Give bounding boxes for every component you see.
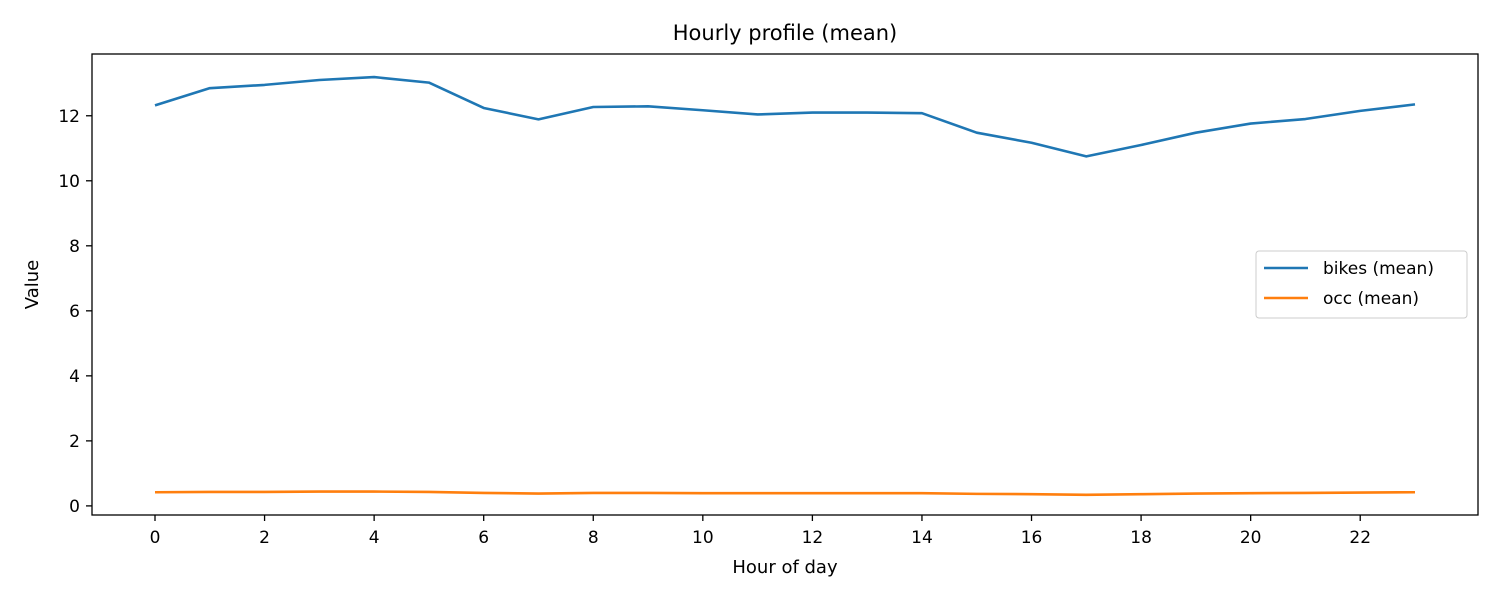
- x-tick-label-18: 18: [1130, 528, 1152, 548]
- plot-frame: [91, 53, 1479, 516]
- y-tick-label-6: 6: [69, 302, 80, 322]
- y-tick-label-10: 10: [58, 172, 80, 192]
- x-tick-label-12: 12: [802, 528, 824, 548]
- y-tick-label-4: 4: [69, 367, 80, 387]
- legend-label-bikes: bikes (mean): [1323, 259, 1434, 279]
- series-layer: [154, 75, 1416, 497]
- chart-title: Hourly profile (mean): [673, 21, 897, 45]
- x-tick-label-16: 16: [1021, 528, 1043, 548]
- x-tick-label-4: 4: [369, 528, 380, 548]
- x-axis-label: Hour of day: [732, 557, 838, 578]
- x-tick-label-2: 2: [259, 528, 270, 548]
- x-tick-label-14: 14: [911, 528, 933, 548]
- y-tick-label-0: 0: [69, 497, 80, 517]
- legend: bikes (mean) occ (mean): [1255, 250, 1468, 319]
- x-tick-label-0: 0: [150, 528, 161, 548]
- y-tick-label-8: 8: [69, 237, 80, 257]
- occ-mean-line: [154, 490, 1416, 497]
- y-axis-ticks: 0 2 4 6 8 10 12: [58, 107, 92, 517]
- x-axis-ticks: 0 2 4 6 8 10 12 14 16 18 20 22: [150, 515, 1371, 548]
- y-tick-label-12: 12: [58, 107, 80, 127]
- x-tick-label-10: 10: [692, 528, 714, 548]
- y-axis-label: Value: [22, 260, 43, 309]
- legend-label-occ: occ (mean): [1323, 289, 1419, 309]
- x-tick-label-8: 8: [588, 528, 599, 548]
- x-tick-label-20: 20: [1240, 528, 1262, 548]
- x-tick-label-6: 6: [478, 528, 489, 548]
- x-tick-label-22: 22: [1349, 528, 1371, 548]
- legend-box: [1255, 250, 1468, 319]
- bikes-mean-line: [154, 75, 1416, 158]
- y-tick-label-2: 2: [69, 432, 80, 452]
